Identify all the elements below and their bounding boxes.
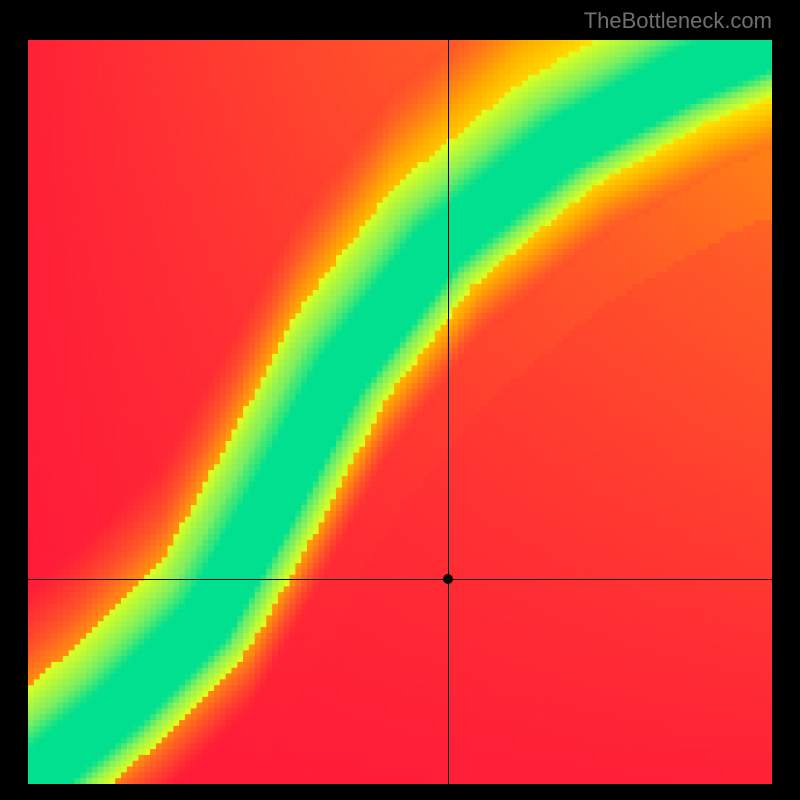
crosshair-point: [443, 574, 453, 584]
watermark-text: TheBottleneck.com: [584, 8, 772, 34]
crosshair-vertical: [448, 40, 449, 784]
heatmap-canvas: [28, 40, 772, 784]
crosshair-horizontal: [28, 579, 772, 580]
heatmap-plot: [28, 40, 772, 784]
chart-container: TheBottleneck.com: [0, 0, 800, 800]
